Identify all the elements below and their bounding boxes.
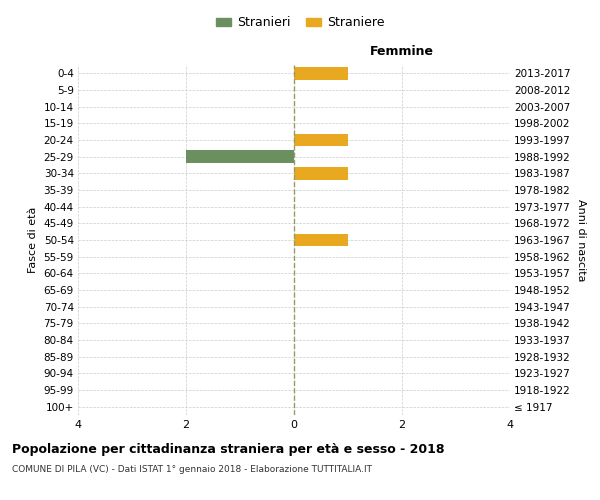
Bar <box>294 67 348 80</box>
Bar <box>294 134 348 146</box>
Bar <box>186 150 294 163</box>
Legend: Stranieri, Straniere: Stranieri, Straniere <box>211 11 389 34</box>
Bar <box>294 234 348 246</box>
Text: Femmine: Femmine <box>370 45 434 58</box>
Y-axis label: Anni di nascita: Anni di nascita <box>577 198 586 281</box>
Text: COMUNE DI PILA (VC) - Dati ISTAT 1° gennaio 2018 - Elaborazione TUTTITALIA.IT: COMUNE DI PILA (VC) - Dati ISTAT 1° genn… <box>12 465 372 474</box>
Y-axis label: Fasce di età: Fasce di età <box>28 207 38 273</box>
Text: Popolazione per cittadinanza straniera per età e sesso - 2018: Popolazione per cittadinanza straniera p… <box>12 442 445 456</box>
Bar <box>294 167 348 179</box>
